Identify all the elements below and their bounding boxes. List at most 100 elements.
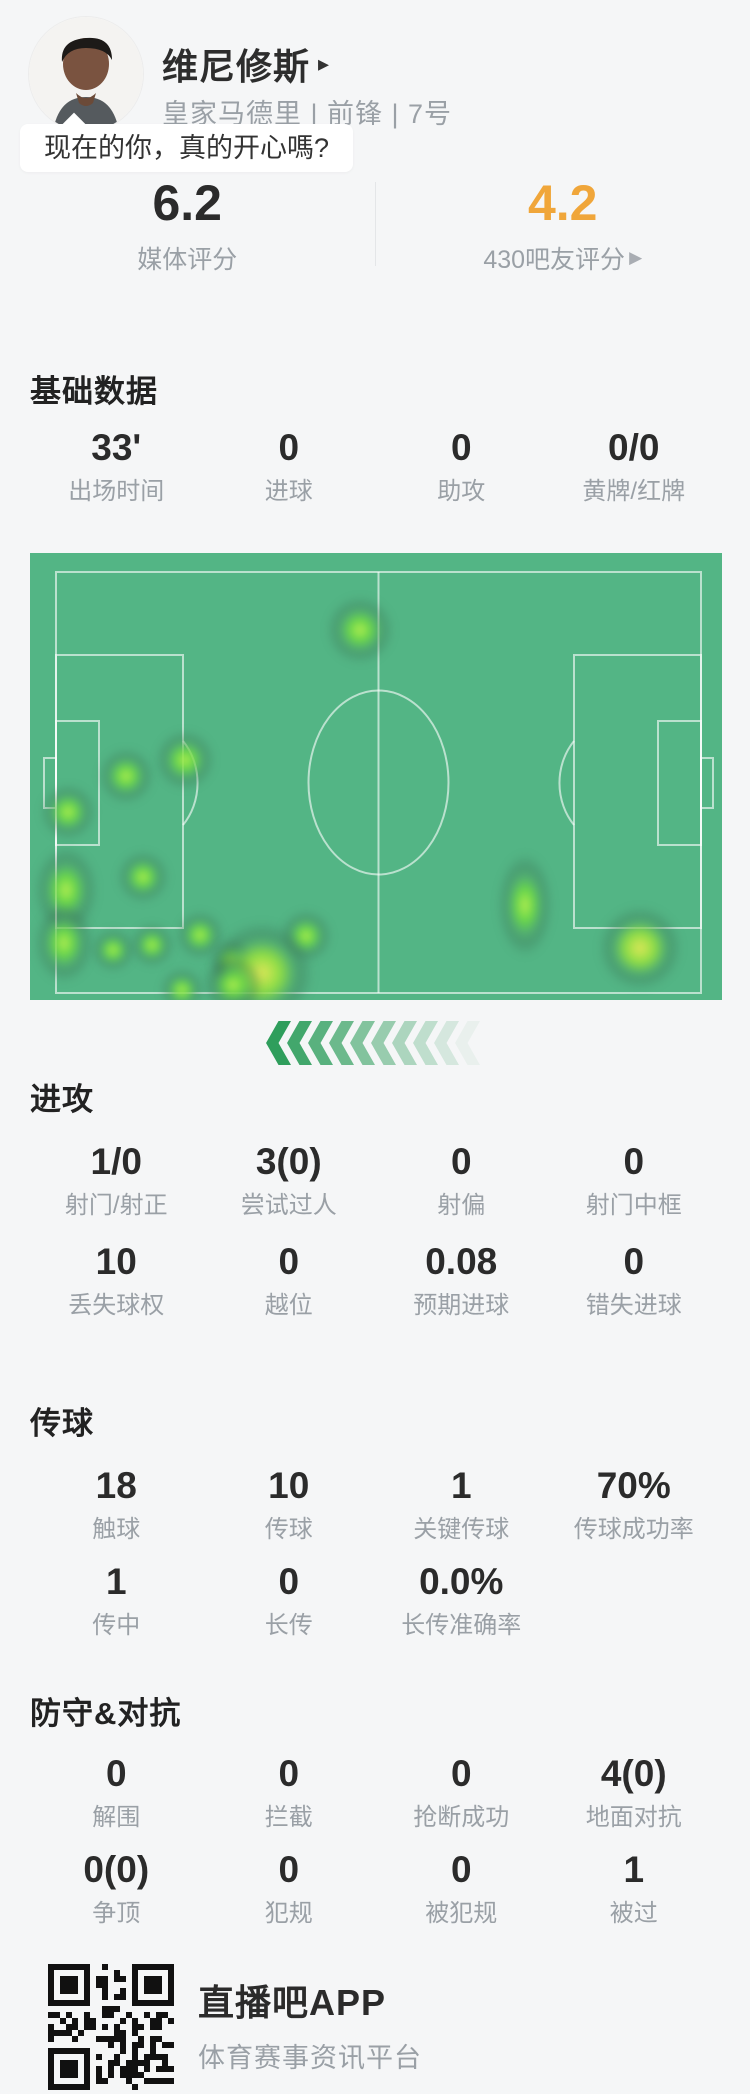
media-rating-label: 媒体评分 bbox=[137, 246, 238, 274]
stat-label: 预期进球 bbox=[413, 1292, 510, 1319]
stat-label: 出场时间 bbox=[68, 478, 165, 505]
stat-value: 0 bbox=[450, 1753, 472, 1794]
attack-stats-row-1: 1/0 射门/射正 3(0) 尝试过人 0 射偏 0 射门中框 bbox=[30, 1140, 720, 1220]
heatmap-blob bbox=[34, 903, 94, 983]
app-name: 直播吧APP bbox=[198, 1982, 387, 2023]
stat-label: 尝试过人 bbox=[240, 1192, 337, 1219]
stat-dribbles: 3(0) 尝试过人 bbox=[203, 1140, 376, 1220]
stat-passes: 10 传球 bbox=[203, 1464, 376, 1544]
stat-value: 0 bbox=[623, 1141, 645, 1182]
stat-pass-accuracy: 70% 传球成功率 bbox=[548, 1464, 721, 1544]
passing-stats-row-1: 18 触球 10 传球 1 关键传球 70% 传球成功率 bbox=[30, 1464, 720, 1544]
stat-label: 争顶 bbox=[92, 1900, 141, 1927]
avatar-image bbox=[29, 17, 143, 131]
heatmap-blob bbox=[40, 784, 96, 840]
stat-value: 0 bbox=[278, 1241, 300, 1282]
stat-value: 0 bbox=[450, 427, 472, 468]
stat-label: 传中 bbox=[92, 1612, 141, 1639]
stat-value: 0.0% bbox=[419, 1561, 504, 1602]
heatmap-blob bbox=[497, 853, 553, 957]
heatmap-blob bbox=[91, 928, 135, 972]
fan-rating[interactable]: 4.2 430吧友评分 ▶ bbox=[376, 175, 750, 274]
stat-label: 黄牌/红牌 bbox=[582, 478, 686, 505]
stat-long-balls: 0 长传 bbox=[203, 1560, 376, 1640]
stat-fouls: 0 犯规 bbox=[203, 1848, 376, 1928]
stat-shots-off: 0 射偏 bbox=[375, 1140, 548, 1220]
heatmap-blob bbox=[203, 955, 263, 1000]
fan-rating-value: 4.2 bbox=[527, 175, 598, 231]
heatmap-blob bbox=[130, 923, 174, 967]
section-title-passing: 传球 bbox=[30, 1406, 94, 1441]
stat-value: 1 bbox=[105, 1561, 127, 1602]
player-name: 维尼修斯 bbox=[162, 46, 311, 87]
stat-label: 犯规 bbox=[264, 1900, 313, 1927]
stat-shots: 1/0 射门/射正 bbox=[30, 1140, 203, 1220]
stat-long-ball-accuracy: 0.0% 长传准确率 bbox=[375, 1560, 548, 1640]
stat-aerial-duels: 0(0) 争顶 bbox=[30, 1848, 203, 1928]
stat-label: 越位 bbox=[264, 1292, 313, 1319]
fan-rating-label: 430吧友评分 ▶ bbox=[483, 240, 642, 276]
stat-label: 被过 bbox=[609, 1900, 658, 1927]
stat-label: 长传准确率 bbox=[401, 1612, 522, 1639]
media-rating: 6.2 媒体评分 bbox=[0, 175, 375, 274]
heatmap-blob bbox=[117, 851, 169, 903]
stat-value: 10 bbox=[95, 1241, 137, 1282]
stat-value: 70% bbox=[596, 1465, 671, 1506]
stat-ground-duels: 4(0) 地面对抗 bbox=[548, 1752, 721, 1832]
stat-label: 传球成功率 bbox=[573, 1516, 694, 1543]
stat-label: 射偏 bbox=[437, 1192, 486, 1219]
stat-label: 触球 bbox=[92, 1516, 141, 1543]
stat-label: 被犯规 bbox=[425, 1900, 498, 1927]
stat-value: 1 bbox=[450, 1465, 472, 1506]
stat-tackles-won: 0 抢断成功 bbox=[375, 1752, 548, 1832]
stat-label: 射门中框 bbox=[585, 1192, 682, 1219]
player-name-row[interactable]: 维尼修斯 ▸ bbox=[162, 38, 329, 90]
chevron-left-icon bbox=[455, 1021, 480, 1065]
stat-touches: 18 触球 bbox=[30, 1464, 203, 1544]
stat-value: 33' bbox=[91, 427, 142, 468]
section-title-defense: 防守&对抗 bbox=[30, 1696, 182, 1731]
heatmap-blob bbox=[160, 968, 204, 1000]
ratings-divider bbox=[374, 182, 376, 266]
ratings-row: 6.2 媒体评分 4.2 430吧友评分 ▶ bbox=[0, 175, 750, 274]
stat-label: 解围 bbox=[92, 1804, 141, 1831]
attack-stats-row-2: 10 丢失球权 0 越位 0.08 预期进球 0 错失进球 bbox=[30, 1240, 720, 1320]
stat-assists: 0 助攻 bbox=[375, 426, 548, 506]
stat-label: 射门/射正 bbox=[64, 1192, 168, 1219]
basic-stats-row: 33' 出场时间 0 进球 0 助攻 0/0 黄牌/红牌 bbox=[30, 426, 720, 506]
passing-stats-row-2: 1 传中 0 长传 0.0% 长传准确率 bbox=[30, 1560, 720, 1640]
stat-woodwork: 0 射门中框 bbox=[548, 1140, 721, 1220]
stat-interceptions: 0 拦截 bbox=[203, 1752, 376, 1832]
heatmap-blob bbox=[326, 596, 394, 664]
stat-value: 0 bbox=[278, 1849, 300, 1890]
section-title-basic: 基础数据 bbox=[30, 374, 158, 409]
app-tagline: 体育赛事资讯平台 bbox=[198, 2043, 422, 2073]
stat-value: 0(0) bbox=[83, 1849, 150, 1890]
stat-value: 1/0 bbox=[90, 1141, 142, 1182]
media-rating-value: 6.2 bbox=[152, 175, 222, 231]
heatmap-pitch bbox=[30, 553, 722, 1000]
heatmap-blob bbox=[98, 748, 154, 804]
stat-value: 18 bbox=[95, 1465, 137, 1506]
stat-value: 1 bbox=[623, 1849, 645, 1890]
player-quote-bubble: 现在的你，真的开心嗎? bbox=[20, 124, 354, 172]
stat-possession-lost: 10 丢失球权 bbox=[30, 1240, 203, 1320]
stat-label: 拦截 bbox=[264, 1804, 313, 1831]
stat-cards: 0/0 黄牌/红牌 bbox=[548, 426, 721, 506]
qr-code bbox=[48, 1964, 174, 2090]
caret-right-icon: ▸ bbox=[318, 51, 330, 76]
chevrons-left-icon bbox=[0, 1020, 750, 1066]
stat-value: 0 bbox=[278, 1561, 300, 1602]
stat-value: 0/0 bbox=[608, 427, 660, 468]
stat-label: 关键传球 bbox=[413, 1516, 510, 1543]
stat-big-chances-missed: 0 错失进球 bbox=[548, 1240, 721, 1320]
stat-label: 错失进球 bbox=[585, 1292, 682, 1319]
stat-value: 0 bbox=[105, 1753, 127, 1794]
stat-value: 10 bbox=[268, 1465, 310, 1506]
fan-rating-label-text: 430吧友评分 bbox=[483, 246, 626, 274]
stat-label: 进球 bbox=[264, 478, 313, 505]
stat-value: 3(0) bbox=[255, 1141, 322, 1182]
stat-label: 传球 bbox=[264, 1516, 313, 1543]
player-avatar[interactable] bbox=[28, 16, 144, 132]
